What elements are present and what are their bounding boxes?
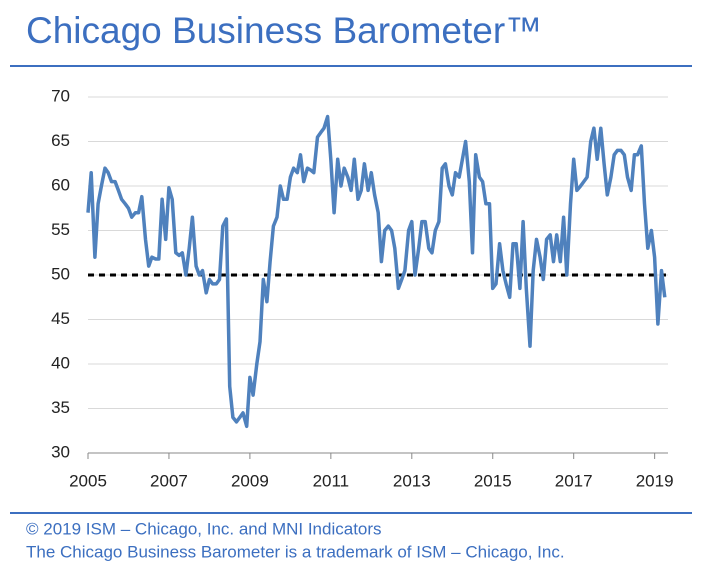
data-line [86, 114, 667, 429]
y-tick-label: 70 [51, 86, 70, 105]
x-tick-label: 2017 [555, 471, 593, 490]
footer-text: The Chicago Business Barometer is a trad… [26, 542, 565, 561]
y-tick-label: 40 [51, 353, 70, 372]
x-tick-label: 2007 [150, 471, 188, 490]
x-tick-label: 2011 [313, 471, 350, 490]
x-tick-label: 2013 [393, 471, 431, 490]
y-tick-label: 50 [51, 264, 70, 283]
x-tick-label: 2005 [69, 471, 107, 490]
x-tick-label: 2015 [474, 471, 512, 490]
y-tick-label: 55 [51, 220, 70, 239]
x-tick-label: 2019 [636, 471, 674, 490]
y-tick-label: 35 [51, 398, 70, 417]
y-tick-label: 30 [51, 442, 70, 461]
y-tick-label: 65 [51, 131, 70, 150]
footer-text: © 2019 ISM – Chicago, Inc. and MNI Indic… [26, 519, 382, 538]
chart-title: Chicago Business Barometer™ [26, 10, 542, 51]
y-tick-label: 45 [51, 309, 70, 328]
x-tick-label: 2009 [231, 471, 269, 490]
y-tick-label: 60 [51, 175, 70, 194]
